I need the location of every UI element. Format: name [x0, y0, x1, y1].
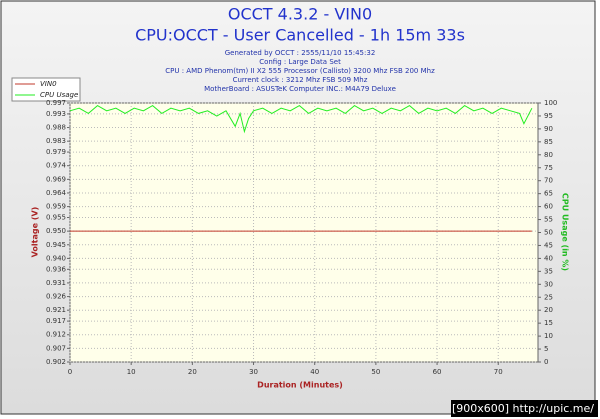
y2-tick-label: 15 — [544, 319, 553, 327]
y-tick-label: 0.979 — [46, 148, 66, 156]
x-tick-label: 10 — [127, 368, 136, 376]
y2-tick-label: 80 — [544, 151, 553, 159]
x-axis-label: Duration (Minutes) — [257, 381, 343, 390]
y-tick-label: 0.969 — [46, 175, 66, 183]
y2-tick-label: 90 — [544, 125, 553, 133]
y2-tick-label: 10 — [544, 332, 553, 340]
y2-tick-label: 35 — [544, 267, 553, 275]
y-tick-label: 0.993 — [46, 110, 66, 118]
plot-area — [69, 102, 539, 363]
y2-tick-label: 65 — [544, 190, 553, 198]
y2-tick-label: 60 — [544, 203, 553, 211]
x-tick-label: 40 — [310, 368, 319, 376]
y-tick-label: 0.912 — [46, 331, 66, 339]
chart-subtitle: CPU:OCCT - User Cancelled - 1h 15m 33s — [135, 26, 465, 45]
y2-tick-label: 5 — [544, 345, 548, 353]
y2-tick-label: 100 — [544, 99, 557, 107]
y-tick-label: 0.997 — [46, 99, 66, 107]
x-tick-label: 30 — [249, 368, 258, 376]
x-tick-label: 0 — [68, 368, 72, 376]
y2-tick-label: 70 — [544, 177, 553, 185]
y-tick-label: 0.988 — [46, 124, 66, 132]
y-tick-label: 0.983 — [46, 137, 66, 145]
info-line: Config : Large Data Set — [259, 58, 341, 66]
y-tick-label: 0.945 — [46, 241, 66, 249]
y-tick-label: 0.940 — [46, 254, 66, 262]
y2-tick-label: 75 — [544, 164, 553, 172]
watermark-box — [451, 400, 598, 417]
y2-tick-label: 50 — [544, 229, 553, 237]
legend-label: CPU Usage — [40, 91, 78, 99]
info-line: MotherBoard : ASUSTeK Computer INC.: M4A… — [204, 85, 396, 93]
x-tick-label: 50 — [371, 368, 380, 376]
y2-tick-label: 85 — [544, 138, 553, 146]
y2-tick-label: 30 — [544, 280, 553, 288]
y2-tick-label: 20 — [544, 306, 553, 314]
info-line: CPU : AMD Phenom(tm) II X2 555 Processor… — [165, 67, 435, 75]
info-line: Current clock : 3212 Mhz FSB 509 Mhz — [233, 76, 368, 84]
y-tick-label: 0.931 — [46, 279, 66, 287]
y-tick-label: 0.921 — [46, 306, 66, 314]
y-tick-label: 0.917 — [46, 317, 66, 325]
y-tick-label: 0.964 — [46, 189, 67, 197]
legend-label: VIN0 — [40, 80, 57, 88]
y2-axis-label: CPU Usage (in %) — [561, 193, 570, 271]
y-tick-label: 0.950 — [46, 227, 66, 235]
y2-tick-label: 95 — [544, 112, 553, 120]
x-tick-label: 60 — [433, 368, 442, 376]
y2-tick-label: 45 — [544, 241, 553, 249]
x-tick-label: 20 — [188, 368, 197, 376]
info-line: Generated by OCCT : 2555/11/10 15:45:32 — [225, 49, 376, 57]
y-tick-label: 0.902 — [46, 358, 66, 366]
y-tick-label: 0.959 — [46, 203, 66, 211]
y-tick-label: 0.907 — [46, 344, 66, 352]
y2-tick-label: 55 — [544, 216, 553, 224]
y2-tick-label: 40 — [544, 254, 553, 262]
series-line — [69, 104, 533, 134]
chart-title: OCCT 4.3.2 - VIN0 — [228, 5, 372, 24]
y-tick-label: 0.974 — [46, 162, 67, 170]
y2-tick-label: 25 — [544, 293, 553, 301]
x-tick-label: 70 — [494, 368, 503, 376]
y-tick-label: 0.955 — [46, 214, 66, 222]
y-axis-label: Voltage (V) — [31, 207, 40, 258]
y-tick-label: 0.926 — [46, 293, 67, 301]
y-tick-label: 0.936 — [46, 265, 67, 273]
y2-tick-label: 0 — [544, 358, 548, 366]
watermark: [900x600] http://upic.me/ — [452, 402, 594, 415]
